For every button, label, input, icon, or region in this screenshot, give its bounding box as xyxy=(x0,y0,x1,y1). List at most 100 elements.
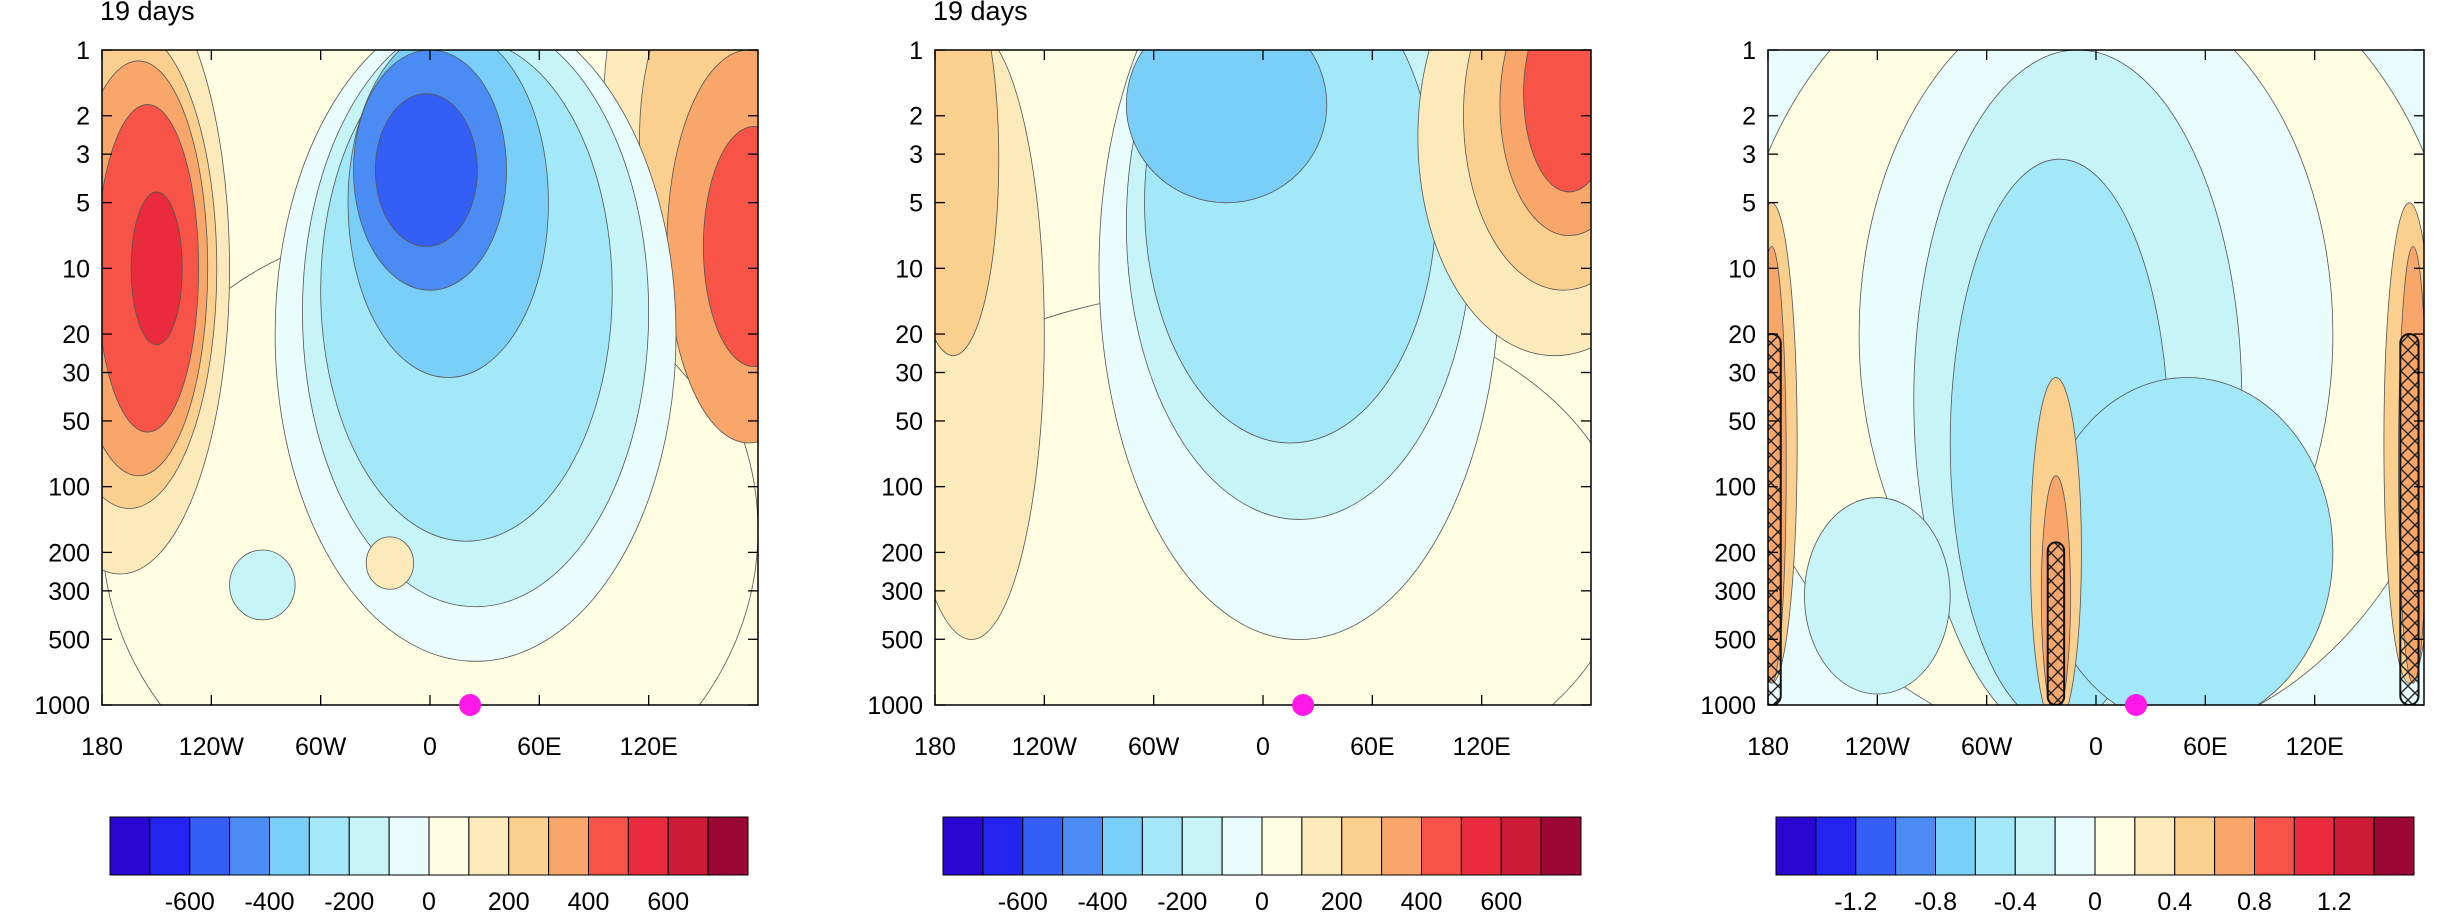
ytick-label: 1 xyxy=(1742,37,1756,65)
colorbar-label: 400 xyxy=(1401,888,1443,916)
ytick-label: 50 xyxy=(1728,408,1756,436)
colorbar-label: 600 xyxy=(1480,888,1522,916)
ytick-label: 200 xyxy=(48,539,90,567)
colorbar-label: 0.4 xyxy=(2157,888,2192,916)
colorbar-label: 0.8 xyxy=(2237,888,2272,916)
colorbar-box xyxy=(1895,816,1936,876)
colorbar-label: 0 xyxy=(2088,888,2102,916)
ytick-label: 1 xyxy=(909,37,923,65)
location-marker xyxy=(2125,694,2148,716)
contour-region xyxy=(2040,377,2334,705)
contour-region xyxy=(1804,497,1951,695)
contour-region xyxy=(1523,50,1591,193)
colorbar-label: -200 xyxy=(324,888,374,916)
colorbar-box xyxy=(1500,816,1542,876)
colorbar-box xyxy=(1301,816,1343,876)
xtick-label: 60E xyxy=(517,733,561,761)
colorbar-box xyxy=(942,816,984,876)
colorbar-box xyxy=(1421,816,1462,876)
colorbar-box xyxy=(468,816,510,876)
ytick-label: 100 xyxy=(48,474,90,502)
colorbar-label: 200 xyxy=(1321,888,1363,916)
colorbar-box xyxy=(2054,816,2096,876)
colorbar-box xyxy=(2214,816,2255,876)
colorbar-box xyxy=(1381,816,1422,876)
colorbar-box xyxy=(1261,816,1303,876)
colorbar-label: -1.2 xyxy=(1834,888,1877,916)
xtick-label: 180 xyxy=(1747,733,1789,761)
ytick-label: 2 xyxy=(1742,103,1756,131)
ytick-label: 300 xyxy=(48,578,90,606)
xtick-label: 60W xyxy=(1961,733,2013,761)
colorbar-box xyxy=(308,816,350,876)
colorbar-box xyxy=(1221,816,1263,876)
xtick-label: 120W xyxy=(1845,733,1911,761)
colorbar-label: 400 xyxy=(568,888,610,916)
colorbar-box xyxy=(428,816,470,876)
ytick-label: 30 xyxy=(895,360,923,388)
colorbar-label: -600 xyxy=(998,888,1048,916)
ytick-label: 2 xyxy=(76,103,90,131)
colorbar-box xyxy=(2014,816,2056,876)
xtick-label: 0 xyxy=(2089,733,2103,761)
colorbar-box xyxy=(1460,816,1502,876)
hatch-region xyxy=(2399,333,2420,705)
colorbar-box xyxy=(627,816,669,876)
colorbar-box xyxy=(707,816,749,876)
ytick-label: 3 xyxy=(909,141,923,169)
colorbar-box xyxy=(2254,816,2295,876)
colorbar-box xyxy=(269,816,310,876)
contour-region xyxy=(1125,50,1328,204)
colorbar-box xyxy=(388,816,430,876)
ytick-label: 300 xyxy=(881,578,923,606)
colorbar-box xyxy=(2373,816,2415,876)
ytick-label: 1000 xyxy=(867,692,923,720)
xtick-label: 60E xyxy=(1350,733,1394,761)
colorbar-box xyxy=(2333,816,2375,876)
hatch-region xyxy=(1768,333,1782,705)
location-marker xyxy=(459,694,482,716)
colorbar-box xyxy=(2134,816,2176,876)
colorbar-box xyxy=(1540,816,1582,876)
colorbar-box xyxy=(1062,816,1103,876)
colorbar-box xyxy=(1141,816,1183,876)
ytick-label: 200 xyxy=(1714,539,1756,567)
chart-panel-2: 1 2 3 5 10 20 30 50 100 200 300 500 1000 180 120W 60W 0 6… xyxy=(867,37,1592,916)
xtick-label: 60W xyxy=(295,733,347,761)
contour-region xyxy=(229,549,296,621)
colorbar-box xyxy=(508,816,550,876)
contour-fills xyxy=(935,50,1591,705)
ytick-label: 100 xyxy=(881,474,923,502)
xtick-label: 60E xyxy=(2183,733,2227,761)
xtick-label: 120W xyxy=(1012,733,1078,761)
colorbar-box xyxy=(1974,816,2016,876)
colorbar-label: -200 xyxy=(1157,888,1207,916)
colorbar-label: 200 xyxy=(488,888,530,916)
xtick-label: 180 xyxy=(81,733,123,761)
colorbar-box xyxy=(1102,816,1143,876)
xtick-label: 0 xyxy=(423,733,437,761)
ytick-label: 5 xyxy=(1742,190,1756,218)
ytick-label: 100 xyxy=(1714,474,1756,502)
ytick-label: 10 xyxy=(895,255,923,283)
ytick-label: 3 xyxy=(76,141,90,169)
colorbar-label: 600 xyxy=(647,888,689,916)
xtick-label: 60W xyxy=(1128,733,1180,761)
colorbar-box xyxy=(1815,816,1857,876)
xtick-label: 120E xyxy=(619,733,677,761)
colorbar-box xyxy=(667,816,709,876)
contour-fills xyxy=(1768,50,2424,705)
colorbar-label: -400 xyxy=(244,888,294,916)
ytick-label: 30 xyxy=(1728,360,1756,388)
colorbar-box xyxy=(2094,816,2136,876)
ytick-label: 50 xyxy=(62,408,90,436)
ytick-label: 50 xyxy=(895,408,923,436)
colorbar-box xyxy=(149,816,191,876)
xtick-label: 120W xyxy=(179,733,245,761)
ytick-label: 20 xyxy=(895,321,923,349)
xtick-label: 180 xyxy=(914,733,956,761)
colorbar-box xyxy=(229,816,270,876)
ytick-label: 1000 xyxy=(1700,692,1756,720)
